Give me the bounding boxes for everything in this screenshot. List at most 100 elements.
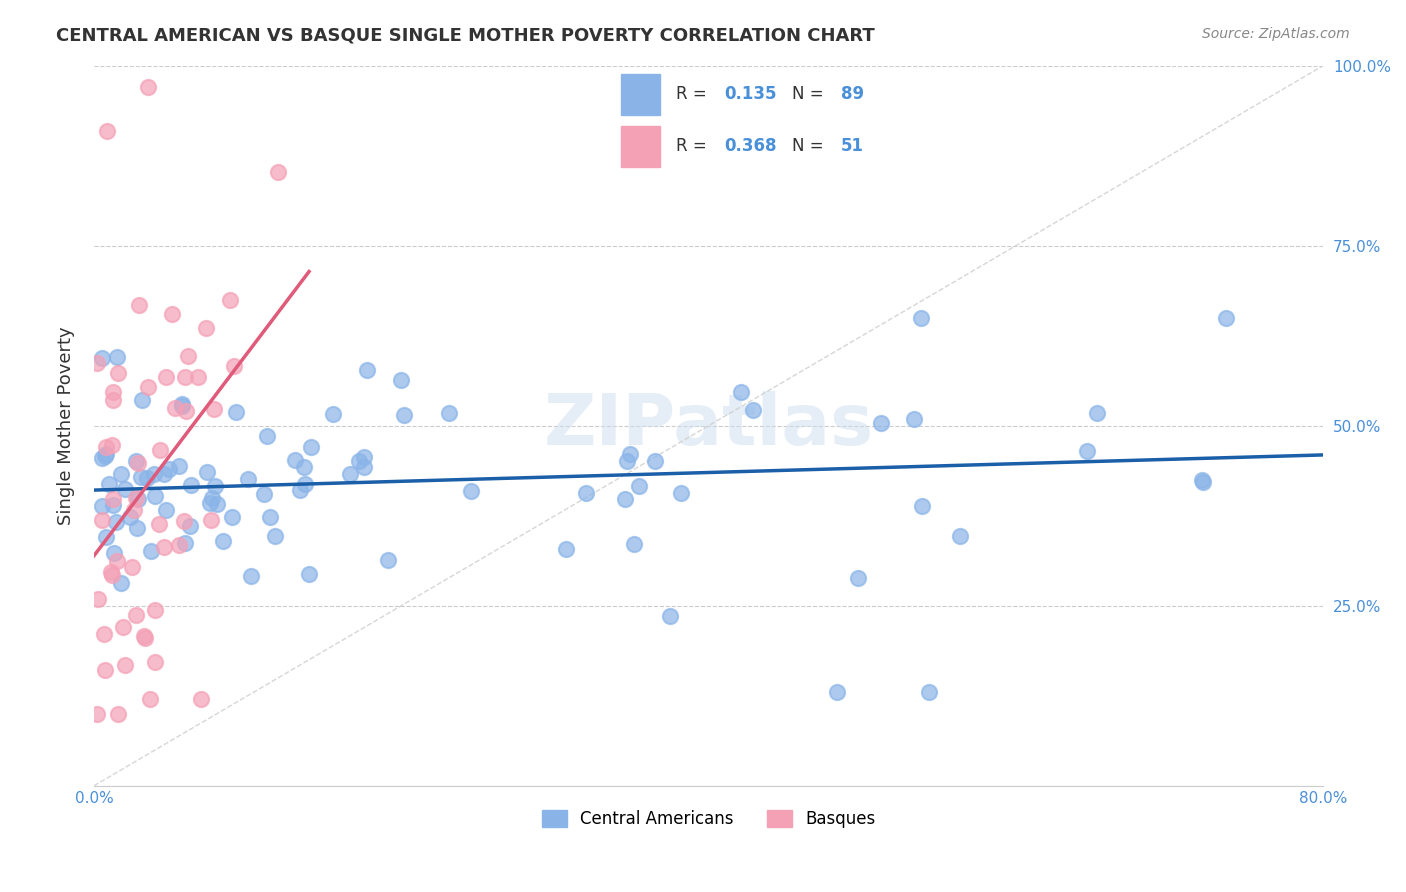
Point [179, 518, 201, 533]
Point [437, 406, 460, 420]
Point [90, 500, 112, 514]
Point [180, 478, 202, 492]
Point [172, 400, 194, 414]
Point [138, 80, 160, 95]
Text: R =: R = [676, 137, 711, 155]
Point [173, 369, 195, 384]
Point [169, 538, 191, 552]
Point [294, 476, 316, 491]
Bar [621, 126, 659, 167]
Point [742, 402, 765, 417]
Point [100, 565, 122, 579]
Point [114, 483, 136, 497]
Point [143, 656, 166, 670]
Point [136, 380, 159, 394]
Point [148, 516, 170, 531]
Point [200, 513, 222, 527]
Point [127, 491, 149, 506]
Point [1076, 444, 1098, 458]
Point [94, 447, 117, 461]
Point [460, 483, 482, 498]
Point [157, 462, 180, 476]
Text: N =: N = [792, 137, 830, 155]
Text: R =: R = [676, 85, 711, 103]
Point [949, 529, 972, 543]
Point [155, 370, 177, 384]
Point [173, 515, 195, 529]
Point [827, 685, 849, 699]
Point [377, 553, 399, 567]
Point [118, 509, 141, 524]
Point [555, 541, 578, 556]
Point [174, 403, 197, 417]
Point [131, 392, 153, 407]
Point [173, 536, 195, 550]
Point [259, 509, 281, 524]
Point [101, 568, 124, 582]
Point [105, 515, 128, 529]
Point [125, 453, 148, 467]
Point [1192, 475, 1215, 489]
Point [284, 453, 307, 467]
Point [94, 530, 117, 544]
Point [87, 592, 110, 607]
Text: 51: 51 [841, 137, 863, 155]
Point [1215, 310, 1237, 325]
Point [256, 429, 278, 443]
Point [114, 657, 136, 672]
Point [623, 537, 645, 551]
Point [94, 663, 117, 677]
Point [299, 440, 322, 454]
Point [392, 408, 415, 422]
Point [903, 412, 925, 426]
Point [90, 450, 112, 465]
Point [93, 626, 115, 640]
Point [132, 629, 155, 643]
Point [669, 486, 692, 500]
Point [619, 447, 641, 461]
Point [222, 359, 245, 373]
Point [110, 467, 132, 482]
Point [139, 692, 162, 706]
Point [153, 467, 176, 482]
Point [195, 465, 218, 479]
Point [353, 460, 375, 475]
Text: CENTRAL AMERICAN VS BASQUE SINGLE MOTHER POVERTY CORRELATION CHART: CENTRAL AMERICAN VS BASQUE SINGLE MOTHER… [56, 27, 875, 45]
Point [240, 569, 263, 583]
Text: 89: 89 [841, 85, 863, 103]
Point [195, 321, 218, 335]
Point [264, 529, 287, 543]
Text: ZIPatlas: ZIPatlas [544, 392, 873, 460]
Point [1085, 406, 1108, 420]
Point [1191, 473, 1213, 487]
Point [339, 467, 361, 481]
Point [129, 470, 152, 484]
Point [124, 491, 146, 505]
Point [201, 491, 224, 505]
Point [107, 706, 129, 721]
Point [190, 692, 212, 706]
Point [207, 497, 229, 511]
Point [172, 397, 194, 411]
Point [613, 491, 636, 506]
Point [187, 370, 209, 384]
Point [288, 483, 311, 498]
Point [90, 513, 112, 527]
Point [659, 609, 682, 624]
Bar [621, 74, 659, 114]
Point [347, 454, 370, 468]
Point [221, 509, 243, 524]
Point [204, 479, 226, 493]
Point [212, 534, 235, 549]
Point [107, 366, 129, 380]
Point [101, 393, 124, 408]
Point [86, 706, 108, 721]
Y-axis label: Single Mother Poverty: Single Mother Poverty [58, 326, 75, 525]
Point [730, 385, 752, 400]
Point [125, 607, 148, 622]
Point [101, 491, 124, 506]
Point [143, 489, 166, 503]
Point [644, 454, 666, 468]
Point [627, 479, 650, 493]
Point [575, 485, 598, 500]
